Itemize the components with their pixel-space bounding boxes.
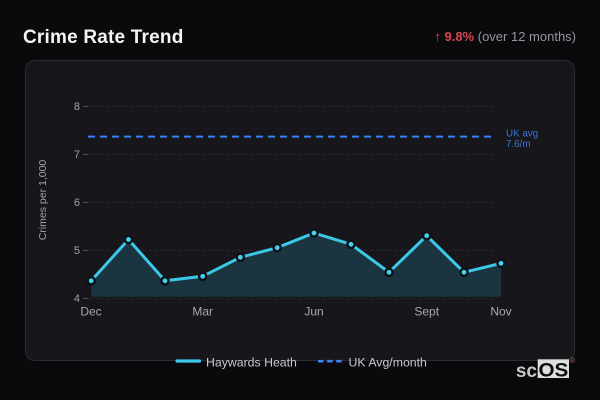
svg-text:Mar: Mar: [192, 305, 213, 319]
svg-text:Haywards Heath: Haywards Heath: [206, 356, 297, 370]
svg-text:5: 5: [74, 245, 80, 257]
svg-text:sc: sc: [516, 361, 538, 382]
svg-text:Dec: Dec: [80, 305, 101, 319]
svg-text:Crimes per 1,000: Crimes per 1,000: [37, 160, 49, 241]
svg-text:®: ®: [570, 356, 576, 365]
svg-text:Nov: Nov: [490, 305, 511, 319]
svg-text:6: 6: [74, 197, 80, 209]
svg-text:UK avg: UK avg: [506, 129, 538, 140]
svg-text:7.6/m: 7.6/m: [506, 139, 531, 150]
svg-text:7: 7: [74, 149, 80, 161]
svg-text:Jun: Jun: [304, 305, 323, 319]
svg-text:4: 4: [74, 293, 80, 305]
svg-text:8: 8: [74, 101, 80, 113]
svg-text:Sept: Sept: [414, 305, 439, 319]
svg-text:UK Avg/month: UK Avg/month: [349, 356, 428, 370]
svg-text:OS: OS: [539, 361, 569, 382]
